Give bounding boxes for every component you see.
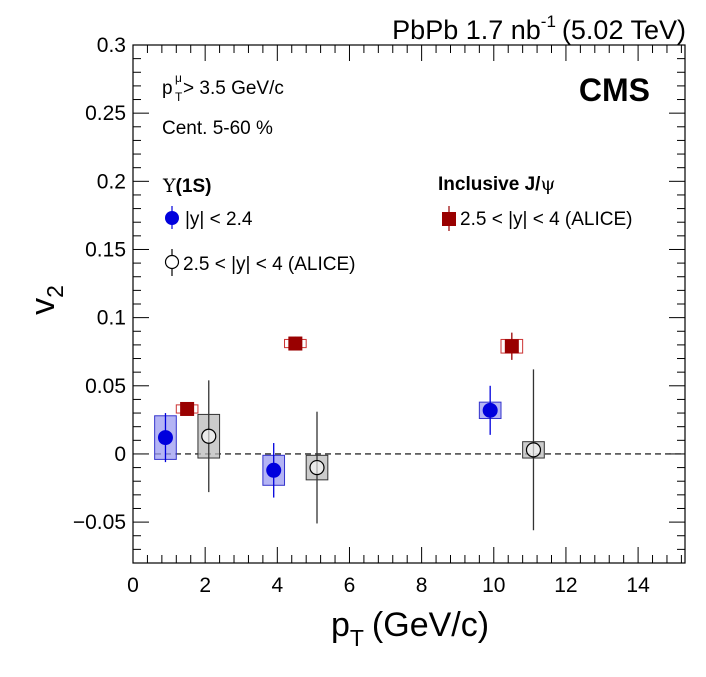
x-tick-label: 2: [199, 574, 211, 597]
data-point: [525, 442, 542, 458]
y-tick-label: 0.25: [85, 102, 126, 125]
y-axis-title: v2: [24, 285, 68, 315]
pt-cut-p: p: [162, 78, 173, 99]
centrality-annotation: Cent. 5-60 %: [162, 118, 273, 139]
legend-jpsi-text: Inclusive J/: [438, 174, 541, 195]
pt-cut-sub: T: [175, 90, 183, 104]
cms-label: CMS: [579, 72, 650, 108]
y-tick-label: 0.2: [97, 170, 126, 193]
x-tick-label: 14: [626, 574, 650, 597]
data-point: [157, 430, 173, 446]
legend-jpsi-header: Inclusive J/ψ: [438, 173, 555, 195]
x-tick-label: 10: [482, 574, 505, 597]
legend-jpsi-label: 2.5 < |y| < 4 (ALICE): [460, 209, 633, 230]
collision-title-energy: (5.02 TeV): [562, 15, 686, 45]
x-tick-label: 4: [271, 574, 283, 597]
pt-cut-annotation: p: [162, 78, 173, 99]
x-axis-title-units: (GeV/c): [372, 606, 489, 644]
y-tick-label: 0.3: [97, 34, 126, 57]
collision-title: PbPb 1.7 nb-1 (5.02 TeV): [392, 12, 686, 45]
y-axis-title-main: v: [24, 298, 62, 315]
x-axis-title-main: p: [331, 606, 350, 644]
y-tick-label: 0.15: [85, 238, 126, 261]
collision-title-sup: -1: [541, 12, 556, 31]
y-tick-label: −0.05: [73, 511, 126, 534]
y-axis-title-sub: 2: [42, 285, 68, 298]
data-point: [180, 401, 195, 416]
y-tick-label: 0.1: [97, 307, 126, 330]
x-tick-label: 0: [127, 574, 139, 597]
y-tick-label: 0: [114, 443, 126, 466]
data-point: [288, 336, 303, 351]
legend-jpsi-marker: [442, 212, 456, 226]
legend-upsilon-symbol: Υ: [162, 175, 176, 197]
y-tick-label: 0.05: [85, 375, 126, 398]
data-point: [266, 462, 282, 478]
data-point: [201, 428, 217, 444]
x-tick-label: 8: [416, 574, 428, 597]
data-point: [482, 402, 498, 418]
legend-upsilon-header: Υ(1S): [162, 175, 211, 197]
x-tick-label: 12: [554, 574, 577, 597]
x-axis-title: pT (GeV/c): [331, 606, 489, 651]
legend-alice-upsilon-marker: [164, 254, 180, 270]
pt-cut-rest: > 3.5 GeV/c: [183, 78, 284, 99]
collision-title-main: PbPb 1.7 nb: [392, 15, 541, 45]
legend-jpsi-symbol: ψ: [540, 173, 555, 195]
x-axis-title-sub: T: [350, 625, 364, 651]
legend-upsilon-rest: (1S): [176, 176, 212, 197]
legend-cms-marker: [165, 211, 179, 225]
data-point: [504, 339, 519, 354]
plot-frame: [132, 44, 686, 564]
legend-cms-label: |y| < 2.4: [185, 209, 253, 230]
legend-alice-upsilon-label: 2.5 < |y| < 4 (ALICE): [183, 254, 356, 275]
pt-cut-sup: μ: [175, 71, 182, 85]
data-point: [309, 459, 325, 476]
x-tick-label: 6: [344, 574, 356, 597]
